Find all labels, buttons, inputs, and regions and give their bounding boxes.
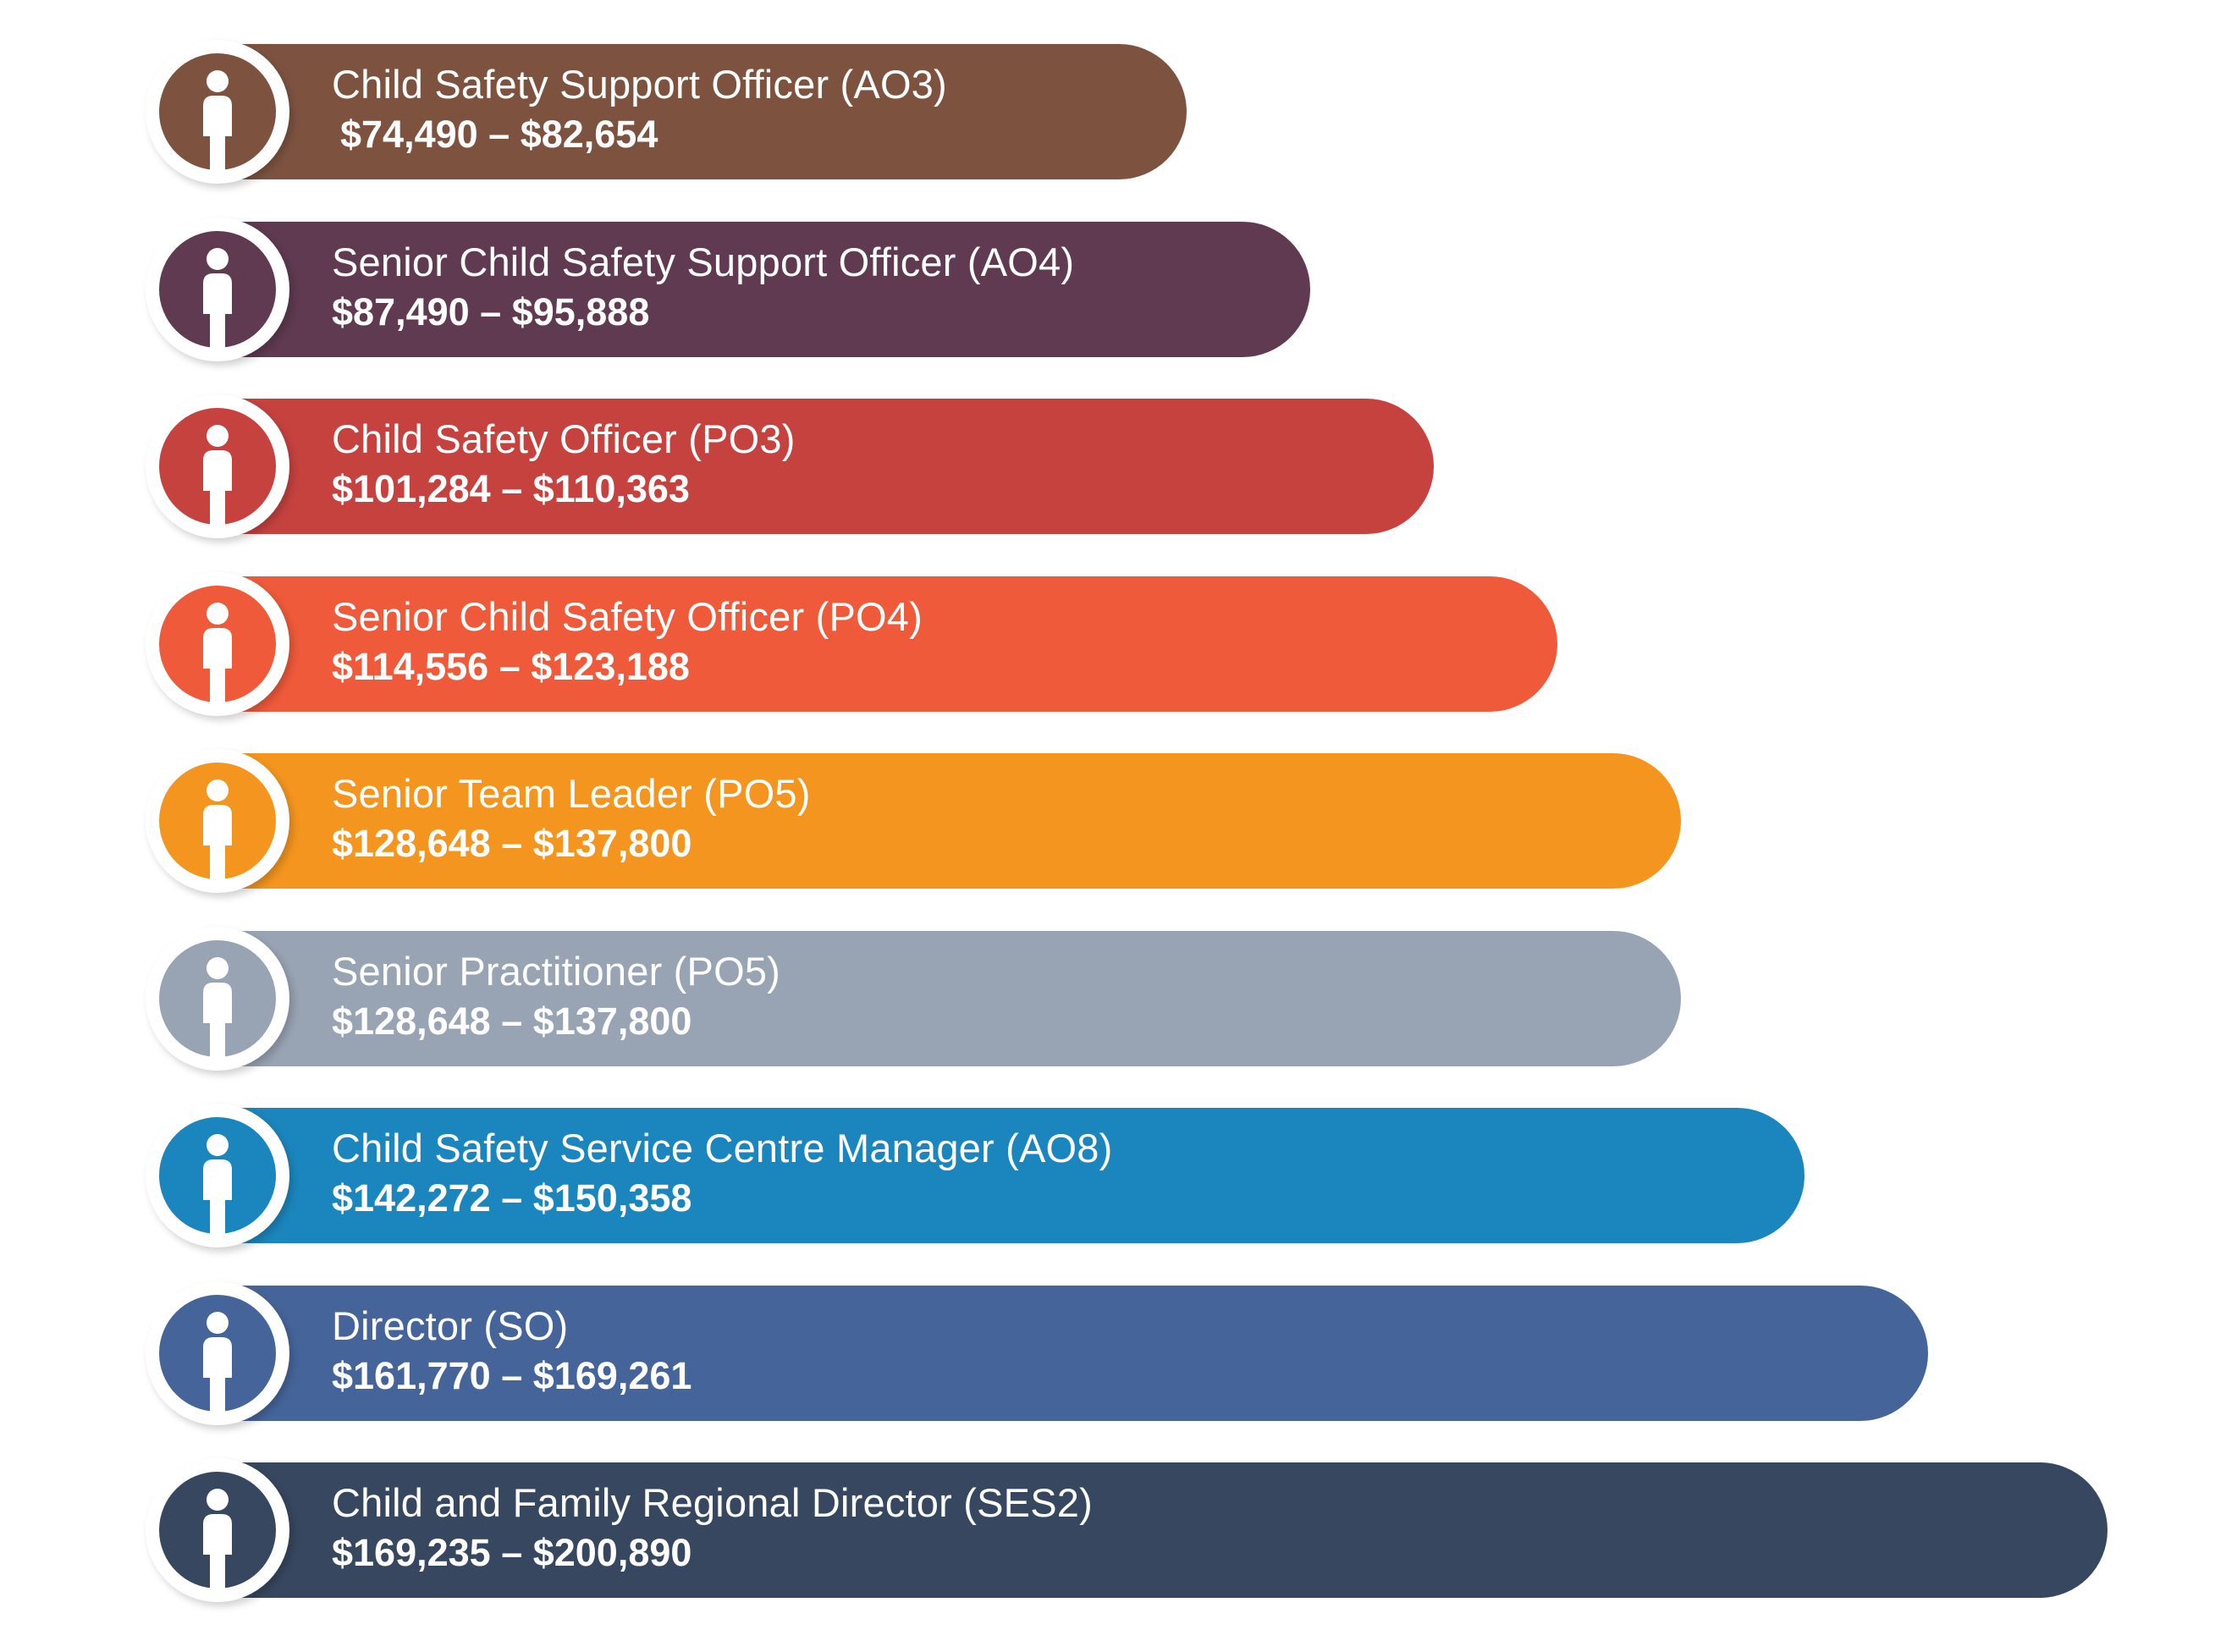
person-head xyxy=(207,1134,229,1156)
bar-title: Child Safety Officer (PO3) xyxy=(332,416,796,461)
person-head xyxy=(207,1489,229,1511)
person-body xyxy=(203,627,232,702)
person-head xyxy=(207,1311,229,1334)
badge xyxy=(146,749,289,893)
bar-text: Child and Family Regional Director (SES2… xyxy=(332,1478,1093,1578)
person-icon xyxy=(203,1134,232,1234)
person-icon xyxy=(203,779,232,879)
person-icon xyxy=(203,247,232,348)
bar-range: $142,272 – $150,358 xyxy=(332,1176,692,1220)
bar-title: Child Safety Service Centre Manager (AO8… xyxy=(332,1126,1113,1170)
badge xyxy=(146,1458,289,1602)
bar-range: $169,235 – $200,890 xyxy=(332,1531,692,1574)
person-icon xyxy=(203,1489,232,1589)
person-head xyxy=(207,247,229,270)
salary-bar: Child and Family Regional Director (SES2… xyxy=(207,1462,2108,1598)
bar-title: Senior Child Safety Officer (PO4) xyxy=(332,593,923,639)
badge-inner xyxy=(159,585,276,702)
person-icon xyxy=(203,70,232,170)
salary-bar: Senior Child Safety Officer (PO4) $114,55… xyxy=(207,575,1557,712)
bar-title: Director (SO) xyxy=(332,1302,569,1348)
salary-bar: Senior Practitioner (PO5) $128,648 – $137… xyxy=(207,930,1681,1066)
badge xyxy=(146,217,289,361)
bar-text: Senior Child Safety Officer (PO4) $114,55… xyxy=(332,592,923,691)
bar-title: Senior Team Leader (PO5) xyxy=(332,771,811,816)
badge xyxy=(146,571,289,716)
bar-text: Senior Team Leader (PO5) $128,648 – $137,… xyxy=(332,768,811,868)
person-body xyxy=(203,1159,232,1234)
bar-text: Child Safety Service Centre Manager (AO8… xyxy=(332,1123,1112,1223)
bar-range: $74,490 – $82,654 xyxy=(340,113,658,156)
badge-inner xyxy=(159,53,276,170)
badge-inner xyxy=(159,1117,276,1234)
person-head xyxy=(207,425,229,447)
bar-text: Child Safety Officer (PO3) $101,284 – $11… xyxy=(332,414,796,514)
person-body xyxy=(203,1336,232,1412)
person-head xyxy=(207,779,229,801)
salary-bar: Child Safety Officer (PO3) $101,284 – $11… xyxy=(207,399,1434,534)
person-body xyxy=(203,450,232,525)
badge-inner xyxy=(159,939,276,1057)
person-icon xyxy=(203,1311,232,1412)
person-icon xyxy=(203,956,232,1057)
person-body xyxy=(203,805,232,879)
bar-title: Senior Child Safety Support Officer (AO4… xyxy=(332,239,1075,284)
bar-text: Senior Practitioner (PO5) $128,648 – $137… xyxy=(332,946,780,1046)
badge-inner xyxy=(159,230,276,348)
bar-text: Child Safety Support Officer (AO3) $74,49… xyxy=(332,59,947,159)
person-head xyxy=(207,70,229,92)
person-body xyxy=(203,982,232,1057)
badge-inner xyxy=(159,763,276,879)
person-body xyxy=(203,96,232,170)
bar-text: Director (SO) $161,770 – $169,261 xyxy=(332,1301,691,1401)
bar-title: Child and Family Regional Director (SES2… xyxy=(332,1480,1093,1525)
badge xyxy=(146,926,289,1071)
salary-bar: Director (SO) $161,770 – $169,261 xyxy=(207,1285,1928,1421)
person-head xyxy=(207,956,229,979)
badge-inner xyxy=(159,408,276,525)
bar-title: Child Safety Support Officer (AO3) xyxy=(332,62,947,107)
bar-range: $101,284 – $110,363 xyxy=(332,467,690,510)
bar-text: Senior Child Safety Support Officer (AO4… xyxy=(332,237,1074,337)
salary-bar: Senior Child Safety Support Officer (AO4… xyxy=(207,221,1310,357)
person-body xyxy=(203,1514,232,1589)
salary-bar: Senior Team Leader (PO5) $128,648 – $137,… xyxy=(207,753,1681,889)
salary-bar: Child Safety Support Officer (AO3) $74,49… xyxy=(207,44,1187,179)
bar-range: $128,648 – $137,800 xyxy=(332,999,692,1043)
badge-inner xyxy=(159,1294,276,1412)
bar-range: $87,490 – $95,888 xyxy=(332,289,650,333)
salary-bar: Child Safety Service Centre Manager (AO8… xyxy=(207,1108,1805,1243)
badge xyxy=(146,40,289,184)
bar-range: $114,556 – $123,188 xyxy=(332,644,690,688)
badge xyxy=(146,1280,289,1425)
person-head xyxy=(207,602,229,625)
person-body xyxy=(203,273,232,348)
person-icon xyxy=(203,602,232,702)
badge-inner xyxy=(159,1472,276,1589)
bar-range: $161,770 – $169,261 xyxy=(332,1353,692,1397)
badge xyxy=(146,394,289,538)
bar-range: $128,648 – $137,800 xyxy=(332,822,692,865)
person-icon xyxy=(203,425,232,525)
badge xyxy=(146,1104,289,1247)
bar-title: Senior Practitioner (PO5) xyxy=(332,948,781,994)
